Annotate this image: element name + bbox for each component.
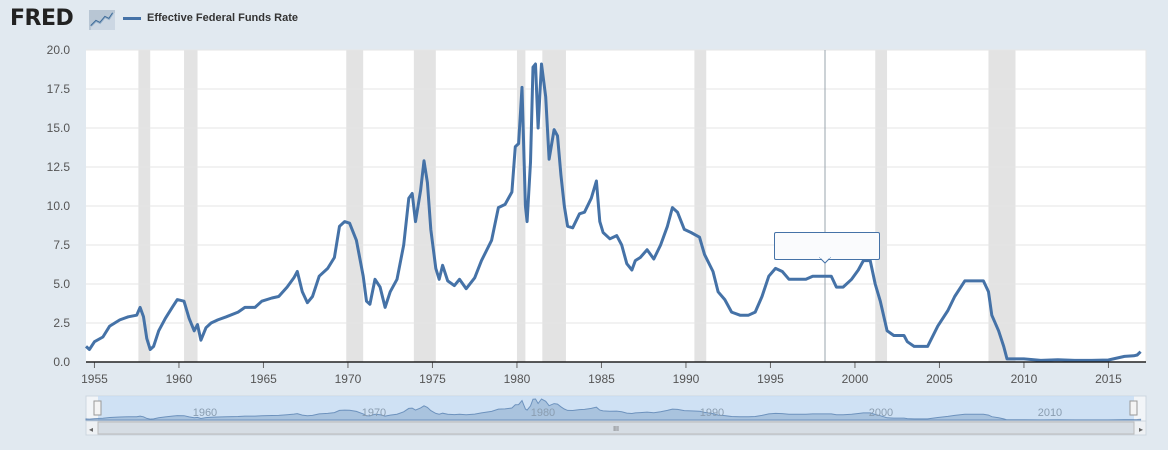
- x-tick-label: 2000: [842, 372, 869, 386]
- y-tick-label: 10.0: [47, 199, 71, 213]
- legend-series-label: Effective Federal Funds Rate: [147, 12, 298, 24]
- navigator[interactable]: 1960 1970 1980 1990 2000 2010 III ◂ ▸: [85, 395, 1147, 436]
- x-tick-label: 1955: [81, 372, 108, 386]
- y-tick-label: 7.5: [53, 238, 70, 252]
- navigator-labels: 1960 1970 1980 1990 2000 2010: [193, 407, 1062, 419]
- navigator-label: 2000: [869, 407, 893, 419]
- x-tick-label: 1960: [166, 372, 193, 386]
- fred-graph-icon: [89, 10, 115, 30]
- y-tick-label: 5.0: [53, 277, 70, 291]
- navigator-label: 2010: [1038, 407, 1062, 419]
- x-tick-label: 1995: [757, 372, 784, 386]
- navigator-series-area: [85, 398, 1142, 421]
- navigator-label: 1980: [531, 407, 555, 419]
- x-tick-label: 1980: [504, 372, 531, 386]
- chart-legend[interactable]: Effective Federal Funds Rate: [123, 12, 298, 24]
- x-tick-label: 1975: [419, 372, 446, 386]
- navigator-handle-left[interactable]: [93, 400, 102, 416]
- y-tick-label: 17.5: [47, 82, 71, 96]
- y-tick-label: 12.5: [47, 160, 71, 174]
- x-tick-label: 1990: [673, 372, 700, 386]
- series-line-effective-federal-funds-rate[interactable]: [84, 62, 1142, 362]
- navigator-handle-right[interactable]: [1129, 400, 1138, 416]
- scroll-left-arrow-icon[interactable]: ◂: [89, 425, 93, 434]
- x-tick-label: 1965: [250, 372, 277, 386]
- navigator-label: 1990: [700, 407, 724, 419]
- fred-logo[interactable]: FRED: [10, 6, 74, 31]
- scrollbar-thumb[interactable]: [97, 421, 1135, 435]
- y-tick-label: 20.0: [47, 43, 71, 57]
- x-tick-label: 2015: [1095, 372, 1122, 386]
- y-tick-label: 0.0: [53, 355, 70, 369]
- y-tick-label: 2.5: [53, 316, 70, 330]
- legend-series-swatch: [123, 16, 141, 20]
- chart-header: FRED Effective Federal Funds Rate: [0, 0, 1168, 40]
- scroll-right-arrow-icon[interactable]: ▸: [1139, 425, 1143, 434]
- tooltip: [774, 232, 880, 260]
- x-tick-label: 2005: [926, 372, 953, 386]
- tooltip-pointer-icon: [819, 257, 831, 264]
- y-tick-label: 15.0: [47, 121, 71, 135]
- y-axis: 0.0 2.5 5.0 7.5 10.0 12.5 15.0 17.5 20.0: [47, 43, 71, 369]
- x-tick-label: 1970: [335, 372, 362, 386]
- navigator-label: 1970: [362, 407, 386, 419]
- navigator-label: 1960: [193, 407, 217, 419]
- x-axis: 1955 1960 1965 1970 1975 1980 1985 1990 1995 2000…: [81, 362, 1122, 386]
- x-tick-label: 1985: [588, 372, 615, 386]
- scrollbar-grip: III: [613, 426, 619, 433]
- x-tick-label: 2010: [1011, 372, 1038, 386]
